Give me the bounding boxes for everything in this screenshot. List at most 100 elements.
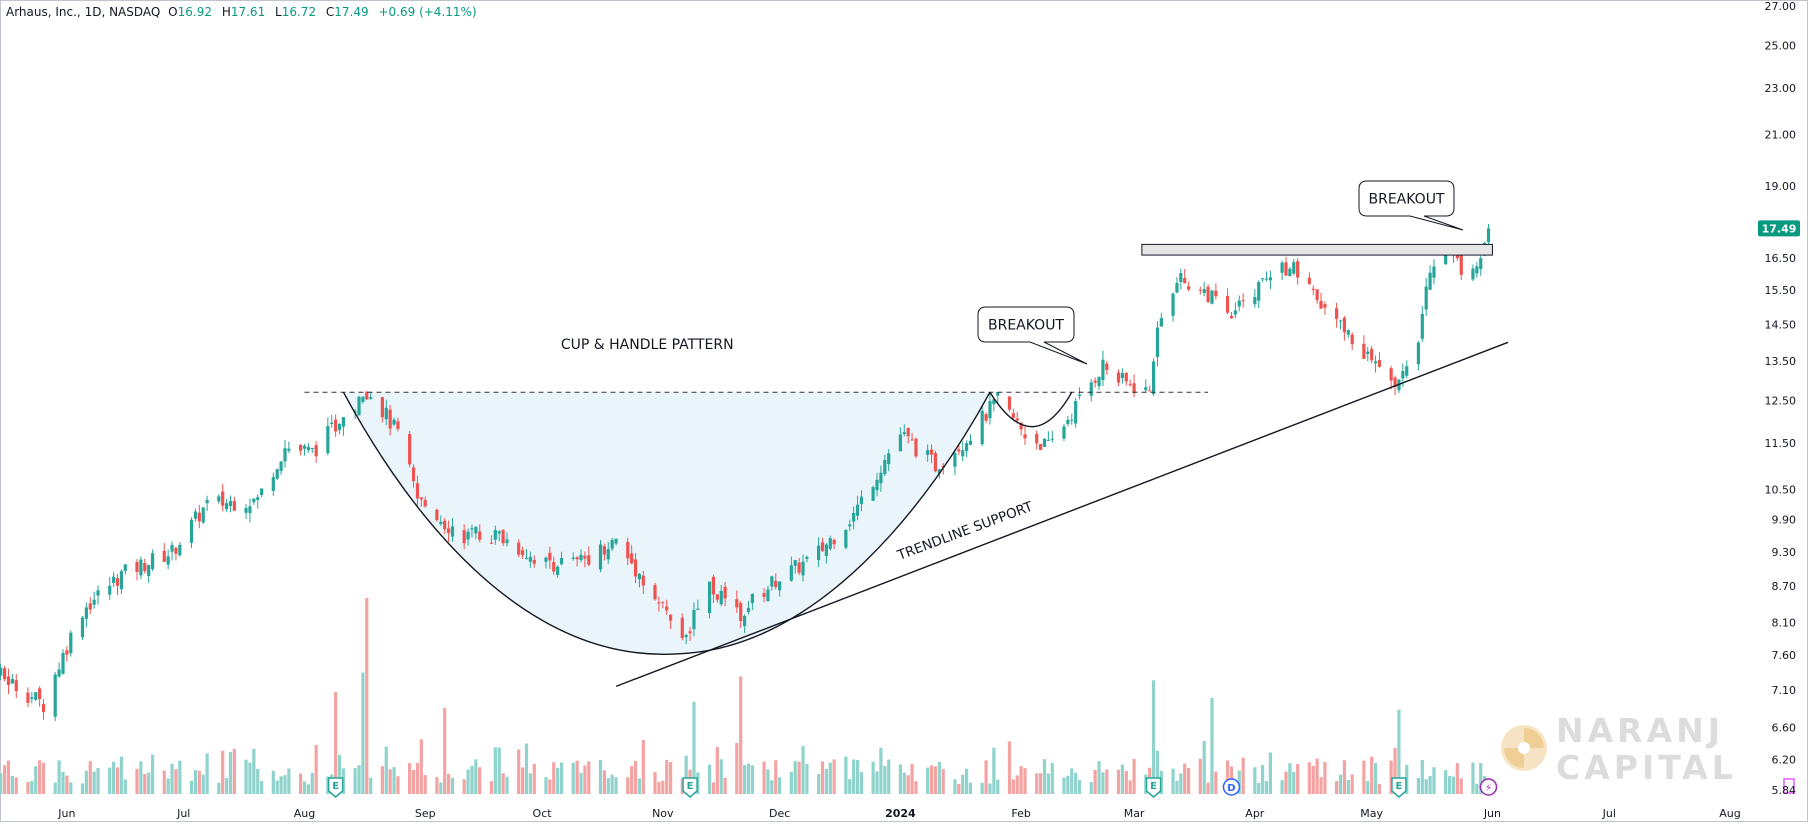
candle: [583, 551, 587, 568]
candle-body: [626, 542, 630, 559]
volume-bar: [193, 770, 198, 794]
candle: [1132, 374, 1136, 398]
volume-bar: [466, 769, 470, 794]
candle: [396, 417, 400, 432]
candle-body: [1128, 383, 1132, 385]
volume-bar: [224, 778, 229, 794]
candle-body: [1148, 390, 1152, 392]
volume-bar: [855, 760, 860, 794]
candle-body: [174, 547, 178, 554]
volume-bar: [633, 760, 638, 794]
candle: [1120, 368, 1125, 384]
volume-bar: [1257, 782, 1261, 794]
candle: [1070, 413, 1074, 425]
candle: [739, 600, 743, 628]
candle-body: [326, 425, 330, 454]
volume-bar: [871, 761, 875, 794]
volume-bar: [1288, 763, 1292, 794]
cup-handle-label: CUP & HANDLE PATTERN: [561, 337, 734, 353]
x-tick-label: Aug: [294, 807, 315, 820]
candle: [162, 543, 166, 563]
candle-body: [1132, 383, 1136, 394]
candle: [770, 575, 774, 591]
candle: [719, 584, 723, 607]
volume-bar: [119, 756, 124, 794]
candle-body: [774, 580, 778, 588]
x-tick-label: Aug: [1719, 807, 1740, 820]
candle: [178, 541, 182, 557]
candle: [439, 515, 443, 526]
candle-body: [1155, 327, 1160, 358]
volume-bar: [497, 747, 501, 794]
dividend-icon: [1222, 778, 1241, 796]
candle-body: [1007, 396, 1012, 410]
volume-bar: [879, 747, 883, 794]
y-tick-label: 9.30: [1772, 546, 1797, 559]
earnings-icon: [682, 777, 698, 798]
offscreen-event-icon: [1783, 778, 1795, 794]
candle: [1062, 423, 1066, 442]
volume-bar: [1093, 770, 1097, 794]
candle: [1471, 264, 1475, 282]
candle-body: [1284, 262, 1288, 276]
volume-bar: [524, 743, 529, 794]
volume-bar: [435, 777, 439, 794]
candle: [1198, 286, 1202, 295]
candle: [684, 633, 688, 645]
candle-body: [271, 477, 275, 491]
candle-body: [1089, 382, 1093, 396]
candle: [602, 543, 606, 561]
volume-bar: [298, 773, 303, 794]
candle: [1093, 377, 1097, 388]
candle-body: [450, 526, 455, 537]
candle-body: [423, 499, 427, 507]
candle: [1346, 329, 1350, 339]
candle-body: [505, 539, 509, 544]
candle: [1342, 316, 1347, 341]
candle: [883, 454, 887, 476]
volume-bar: [735, 742, 739, 794]
volume-bar: [96, 768, 100, 794]
candle: [139, 556, 143, 580]
volume-bar: [1039, 773, 1043, 794]
x-tick-label: Jun: [57, 807, 75, 820]
volume-bar: [462, 779, 466, 794]
volume-bar: [1292, 771, 1296, 794]
y-tick-label: 13.50: [1765, 355, 1797, 368]
candle-body: [1393, 377, 1397, 387]
candle-body: [439, 521, 443, 525]
candle-body: [84, 607, 88, 619]
candle-body: [1288, 268, 1292, 277]
volume-bar: [248, 762, 252, 794]
volume-bar: [657, 781, 661, 794]
change-value: +0.69 (+4.11%): [378, 5, 477, 19]
candle-body: [88, 603, 92, 610]
candle-body: [680, 617, 684, 639]
volume-bar: [1116, 769, 1121, 794]
candle: [392, 417, 396, 427]
candle-body: [953, 452, 957, 467]
last-price-text: 17.49: [1762, 222, 1797, 235]
x-tick-label: Oct: [533, 807, 553, 820]
volume-bar: [92, 771, 96, 794]
candle: [166, 549, 170, 570]
y-tick-label: 8.10: [1772, 616, 1797, 629]
candle: [556, 565, 560, 578]
candle: [1420, 305, 1424, 343]
y-tick-label: 21.00: [1765, 129, 1797, 142]
cup-curve: [342, 391, 991, 655]
candle-body: [668, 614, 673, 621]
volume-bar: [696, 772, 700, 794]
volume-bar: [84, 770, 88, 794]
candle-body: [926, 449, 930, 455]
volume-bar: [641, 739, 645, 794]
y-tick-label: 6.60: [1772, 721, 1797, 734]
candle-body: [14, 680, 18, 692]
watermark-text: NARANJ CAPITAL: [1556, 712, 1737, 786]
event-marker: E: [1391, 777, 1407, 798]
candle: [1397, 378, 1401, 394]
candle-body: [898, 434, 902, 452]
volume-bar: [680, 778, 684, 794]
volume-bar: [805, 763, 809, 794]
